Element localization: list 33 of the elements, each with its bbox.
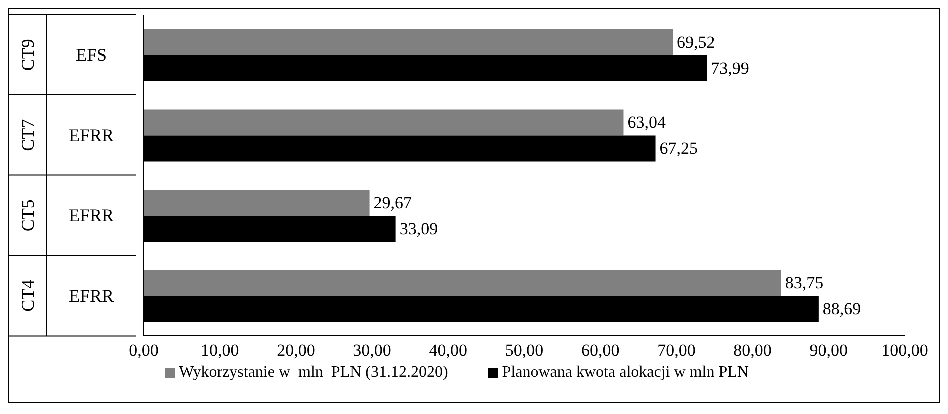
text: CT7 xyxy=(18,119,38,152)
data-label: 63,04 xyxy=(628,113,666,132)
bar xyxy=(144,29,674,56)
data-label: 83,75 xyxy=(785,274,824,293)
x-tick-label: 100,00 xyxy=(882,341,928,360)
x-tick-label: 80,00 xyxy=(734,341,772,360)
text: CT5 xyxy=(18,200,38,232)
y-tick-label: EFS xyxy=(76,45,108,66)
data-label: 69,52 xyxy=(677,32,716,52)
x-tick-label: 70,00 xyxy=(658,341,696,360)
x-tick-label: 10,00 xyxy=(200,341,240,360)
text: CT4 xyxy=(18,280,38,312)
x-tick-label: 30,00 xyxy=(353,341,392,360)
x-tick-label: 50,00 xyxy=(505,341,544,360)
legend-label: Wykorzystanie w mln PLN (31.12.2020) xyxy=(178,364,448,382)
data-label: 33,09 xyxy=(400,219,438,238)
bar xyxy=(144,190,370,216)
x-tick-label: 0,00 xyxy=(129,341,159,360)
data-label: 29,67 xyxy=(374,193,413,212)
y-tick-label: EFRR xyxy=(68,206,114,226)
x-tick-label: 40,00 xyxy=(429,341,468,360)
y-tick-label: EFRR xyxy=(68,286,114,306)
x-tick-label: 90,00 xyxy=(810,341,848,360)
bar xyxy=(144,110,624,136)
y-tick-label: EFRR xyxy=(68,125,114,146)
x-tick-label: 60,00 xyxy=(581,341,620,360)
bar xyxy=(144,270,782,296)
x-tick-label: 20,00 xyxy=(277,341,316,360)
legend-label: Planowana kwota alokacji w mln PLN xyxy=(501,364,749,382)
data-label: 88,69 xyxy=(822,300,862,319)
text: CT9 xyxy=(18,39,38,72)
data-label: 73,99 xyxy=(711,58,750,78)
data-label: 67,25 xyxy=(660,139,698,158)
